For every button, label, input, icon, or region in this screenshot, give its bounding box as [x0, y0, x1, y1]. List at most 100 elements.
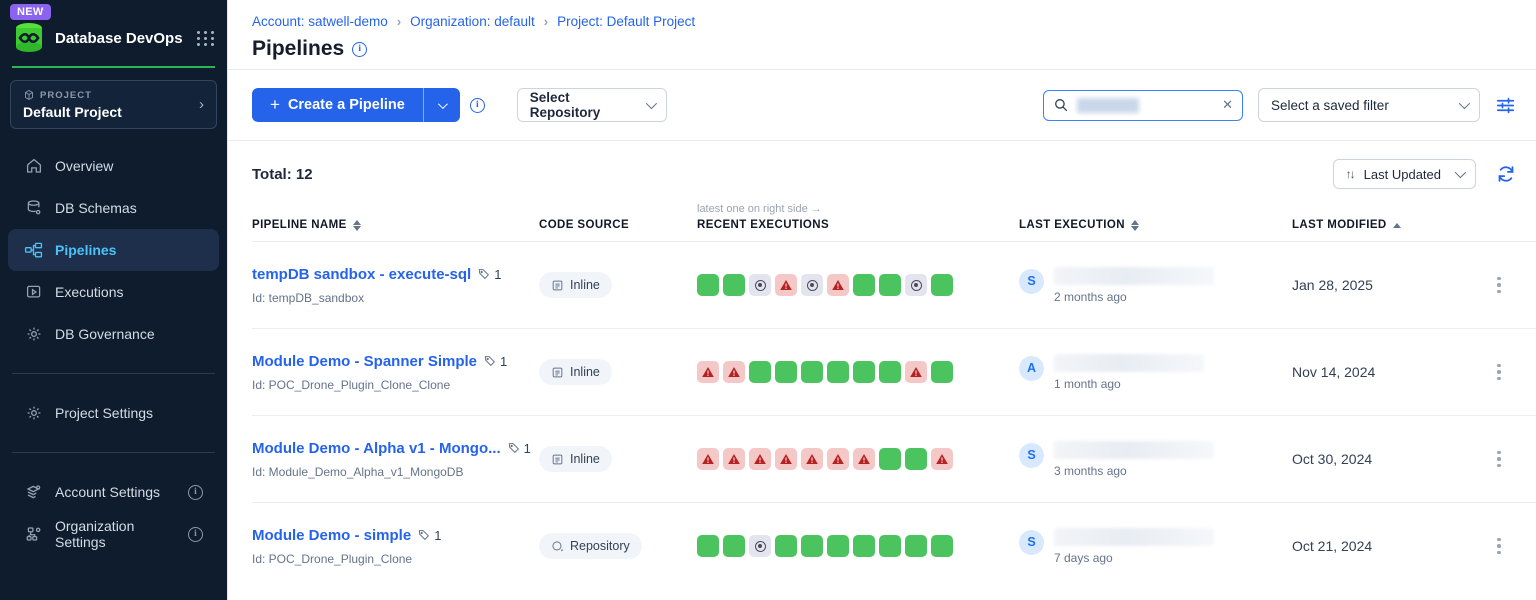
- pipeline-name-link[interactable]: Module Demo - Spanner Simple: [252, 352, 478, 370]
- tag-count: 1: [434, 527, 442, 543]
- error-execution-square[interactable]: [723, 448, 745, 470]
- canceled-execution-square[interactable]: [749, 274, 771, 296]
- canceled-execution-square[interactable]: [801, 274, 823, 296]
- column-header-last-execution[interactable]: LAST EXECUTION: [1019, 219, 1292, 231]
- success-execution-square[interactable]: [697, 274, 719, 296]
- success-execution-square[interactable]: [853, 361, 875, 383]
- error-execution-square[interactable]: [853, 448, 875, 470]
- success-execution-square[interactable]: [801, 535, 823, 557]
- clear-search-icon[interactable]: ✕: [1222, 97, 1233, 112]
- error-execution-square[interactable]: [827, 274, 849, 296]
- select-repository-dropdown[interactable]: Select Repository: [516, 88, 667, 122]
- chevron-down-icon: [1458, 97, 1471, 110]
- last-execution-time: 7 days ago: [1054, 550, 1113, 565]
- info-icon[interactable]: i: [469, 97, 485, 113]
- breadcrumb: Account: satwell-demo › Organization: de…: [252, 14, 1536, 29]
- error-execution-square[interactable]: [749, 448, 771, 470]
- layers-icon: [24, 483, 43, 502]
- column-header-pipeline-name[interactable]: PIPELINE NAME: [252, 219, 539, 231]
- success-execution-square[interactable]: [931, 274, 953, 296]
- success-execution-square[interactable]: [905, 448, 927, 470]
- sidebar-item-db-governance[interactable]: DB Governance: [8, 313, 219, 355]
- sort-label: Last Updated: [1363, 166, 1441, 182]
- error-execution-square[interactable]: [697, 448, 719, 470]
- select-repository-label: Select Repository: [529, 90, 601, 120]
- sidebar-item-db-schemas[interactable]: DB Schemas: [8, 187, 219, 229]
- error-execution-square[interactable]: [775, 274, 797, 296]
- sidebar-divider: [12, 452, 215, 453]
- row-menu-kebab-icon[interactable]: [1493, 360, 1505, 385]
- sidebar-item-account-settings[interactable]: Account Settings i: [8, 471, 219, 513]
- success-execution-square[interactable]: [827, 361, 849, 383]
- sidebar-item-overview[interactable]: Overview: [8, 145, 219, 187]
- warning-icon: [728, 367, 740, 377]
- success-execution-square[interactable]: [853, 535, 875, 557]
- avatar: A: [1019, 355, 1044, 381]
- sidebar-item-project-settings[interactable]: Project Settings: [8, 392, 219, 434]
- org-chart-icon: [24, 525, 43, 544]
- error-execution-square[interactable]: [801, 448, 823, 470]
- error-execution-square[interactable]: [827, 448, 849, 470]
- new-badge: NEW: [10, 4, 51, 20]
- pipeline-name-link[interactable]: tempDB sandbox - execute-sql: [252, 265, 472, 283]
- row-menu-kebab-icon[interactable]: [1493, 534, 1505, 559]
- last-execution-time: 3 months ago: [1054, 463, 1127, 478]
- error-execution-square[interactable]: [723, 361, 745, 383]
- success-execution-square[interactable]: [801, 361, 823, 383]
- success-execution-square[interactable]: [853, 274, 875, 296]
- error-execution-square[interactable]: [697, 361, 719, 383]
- column-header-last-modified[interactable]: LAST MODIFIED: [1292, 219, 1462, 231]
- success-execution-square[interactable]: [749, 361, 771, 383]
- row-menu-kebab-icon[interactable]: [1493, 273, 1505, 298]
- breadcrumb-account-link[interactable]: Account: satwell-demo: [252, 14, 388, 29]
- create-pipeline-button[interactable]: + Create a Pipeline: [252, 88, 423, 122]
- chevron-down-icon: [438, 98, 449, 109]
- table-row: tempDB sandbox - execute-sql 1 Id: tempD…: [252, 241, 1536, 328]
- target-icon: [910, 279, 922, 291]
- error-execution-square[interactable]: [905, 361, 927, 383]
- success-execution-square[interactable]: [775, 535, 797, 557]
- recent-executions: [697, 448, 1019, 470]
- project-selector[interactable]: PROJECT Default Project ›: [10, 80, 217, 129]
- sidebar-item-organization-settings[interactable]: Organization Settings i: [8, 513, 219, 555]
- saved-filter-dropdown[interactable]: Select a saved filter: [1258, 88, 1480, 122]
- search-box[interactable]: ✕: [1043, 89, 1243, 121]
- create-pipeline-dropdown-button[interactable]: [422, 88, 460, 122]
- sidebar-item-pipelines[interactable]: Pipelines: [8, 229, 219, 271]
- info-icon[interactable]: i: [352, 41, 368, 57]
- sidebar-item-executions[interactable]: Executions: [8, 271, 219, 313]
- success-execution-square[interactable]: [723, 535, 745, 557]
- success-execution-square[interactable]: [879, 535, 901, 557]
- success-execution-square[interactable]: [931, 535, 953, 557]
- search-input[interactable]: [1147, 97, 1215, 113]
- success-execution-square[interactable]: [879, 361, 901, 383]
- info-icon[interactable]: i: [188, 526, 203, 542]
- refresh-icon[interactable]: [1496, 164, 1516, 184]
- info-icon[interactable]: i: [188, 484, 203, 500]
- success-execution-square[interactable]: [723, 274, 745, 296]
- filter-sliders-icon[interactable]: [1495, 96, 1516, 115]
- breadcrumb-project-link[interactable]: Project: Default Project: [557, 14, 696, 29]
- success-execution-square[interactable]: [879, 448, 901, 470]
- sort-asc-icon: [1392, 222, 1401, 228]
- success-execution-square[interactable]: [879, 274, 901, 296]
- canceled-execution-square[interactable]: [749, 535, 771, 557]
- pipeline-name-link[interactable]: Module Demo - Alpha v1 - Mongo...: [252, 439, 501, 457]
- breadcrumb-organization-link[interactable]: Organization: default: [410, 14, 535, 29]
- executions-note: latest one on right side →: [697, 203, 822, 215]
- success-execution-square[interactable]: [931, 361, 953, 383]
- sort-dropdown[interactable]: ↑↓ Last Updated: [1332, 159, 1476, 189]
- apps-grid-icon[interactable]: [197, 30, 215, 46]
- success-execution-square[interactable]: [905, 535, 927, 557]
- toolbar: + Create a Pipeline i Select Repository …: [228, 70, 1536, 141]
- canceled-execution-square[interactable]: [905, 274, 927, 296]
- row-menu-kebab-icon[interactable]: [1493, 447, 1505, 472]
- success-execution-square[interactable]: [775, 361, 797, 383]
- warning-icon: [806, 454, 818, 464]
- pipeline-name-link[interactable]: Module Demo - simple: [252, 526, 412, 544]
- error-execution-square[interactable]: [931, 448, 953, 470]
- warning-icon: [702, 454, 714, 464]
- success-execution-square[interactable]: [697, 535, 719, 557]
- error-execution-square[interactable]: [775, 448, 797, 470]
- success-execution-square[interactable]: [827, 535, 849, 557]
